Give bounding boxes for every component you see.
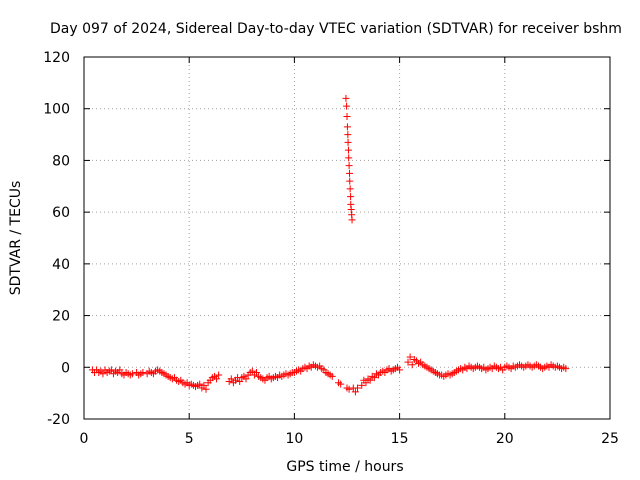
data-point bbox=[370, 374, 378, 382]
y-tick-label: 20 bbox=[52, 309, 70, 325]
data-point bbox=[236, 378, 244, 386]
data-point bbox=[396, 366, 404, 374]
data-point bbox=[215, 371, 223, 379]
data-point bbox=[343, 112, 351, 120]
x-tick-label: 0 bbox=[80, 431, 89, 447]
data-point bbox=[213, 375, 221, 383]
data-point bbox=[242, 375, 250, 383]
data-points bbox=[88, 94, 570, 396]
y-tick-label: 80 bbox=[52, 153, 70, 169]
grid bbox=[84, 57, 610, 419]
chart-title: Day 097 of 2024, Sidereal Day-to-day VTE… bbox=[50, 21, 622, 37]
data-point bbox=[342, 94, 350, 102]
data-point bbox=[227, 375, 235, 383]
y-tick-label: 40 bbox=[52, 257, 70, 273]
data-point bbox=[196, 380, 204, 388]
y-tick-label: 100 bbox=[43, 102, 70, 118]
data-point bbox=[200, 381, 208, 389]
y-axis-label: SDTVAR / TECUs bbox=[8, 181, 24, 296]
data-point bbox=[346, 169, 354, 177]
data-point bbox=[345, 154, 353, 162]
data-point bbox=[351, 388, 359, 396]
data-point bbox=[406, 353, 414, 361]
data-point bbox=[344, 131, 352, 139]
data-point bbox=[128, 370, 136, 378]
data-point bbox=[404, 358, 412, 366]
data-point bbox=[346, 185, 354, 193]
data-point bbox=[107, 366, 115, 374]
x-tick-label: 10 bbox=[285, 431, 303, 447]
data-point bbox=[253, 368, 261, 376]
y-tick-label: 120 bbox=[43, 50, 70, 66]
data-point bbox=[348, 216, 356, 224]
data-point bbox=[358, 381, 366, 389]
data-point bbox=[337, 380, 345, 388]
data-point bbox=[354, 384, 362, 392]
data-point bbox=[248, 367, 256, 375]
y-tick-label: -20 bbox=[47, 412, 70, 428]
plot-frame bbox=[83, 56, 611, 420]
data-point bbox=[366, 376, 374, 384]
data-point bbox=[347, 193, 355, 201]
data-point bbox=[408, 361, 416, 369]
data-point bbox=[344, 146, 352, 154]
x-axis-label: GPS time / hours bbox=[286, 459, 403, 475]
data-point bbox=[328, 372, 336, 380]
data-point bbox=[343, 123, 351, 131]
data-point bbox=[345, 385, 353, 393]
data-point bbox=[343, 102, 351, 110]
x-tick-label: 5 bbox=[185, 431, 194, 447]
x-tick-label: 20 bbox=[496, 431, 514, 447]
x-tick-label: 15 bbox=[391, 431, 409, 447]
data-point bbox=[562, 365, 570, 373]
axis-ticks: 0 5 10 15 20 25 -20 0 20 40 60 80 100 120 bbox=[43, 50, 619, 447]
data-point bbox=[116, 366, 124, 374]
data-point bbox=[362, 379, 370, 387]
data-point bbox=[139, 368, 147, 376]
data-point bbox=[346, 177, 354, 185]
y-tick-label: 60 bbox=[52, 205, 70, 221]
data-point bbox=[344, 138, 352, 146]
data-point bbox=[345, 162, 353, 170]
x-tick-label: 25 bbox=[601, 431, 619, 447]
y-tick-label: 0 bbox=[61, 360, 70, 376]
data-point bbox=[99, 370, 107, 378]
data-point bbox=[202, 385, 210, 393]
